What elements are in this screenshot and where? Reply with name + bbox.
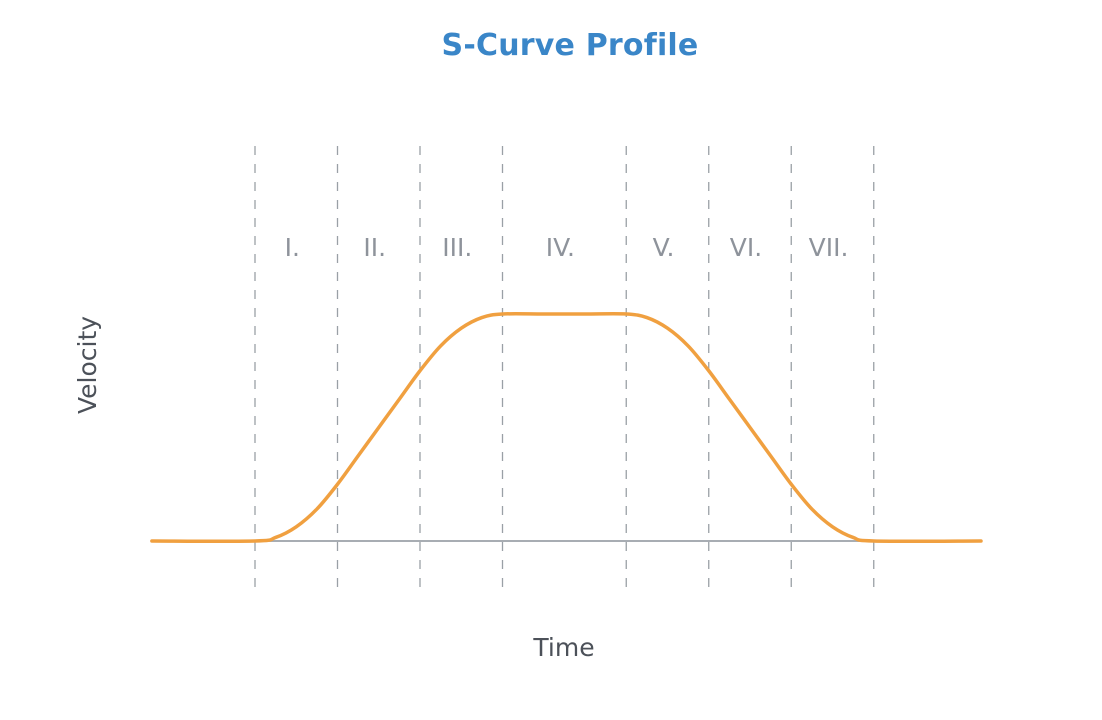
- phase-label-4: IV.: [546, 233, 575, 262]
- phase-label-6: VI.: [730, 233, 762, 262]
- phase-label-5: V.: [653, 233, 675, 262]
- phase-label-7: VII.: [809, 233, 849, 262]
- phase-label-3: III.: [442, 233, 472, 262]
- chart-title: S-Curve Profile: [441, 28, 699, 63]
- velocity-curve: [150, 311, 983, 544]
- phase-labels: I. II. III. IV. V. VI. VII.: [285, 233, 849, 262]
- phase-label-2: II.: [363, 233, 386, 262]
- y-axis-label: Velocity: [73, 316, 102, 414]
- x-axis-label: Time: [532, 633, 594, 662]
- phase-dividers: [254, 146, 875, 588]
- phase-label-1: I.: [285, 233, 300, 262]
